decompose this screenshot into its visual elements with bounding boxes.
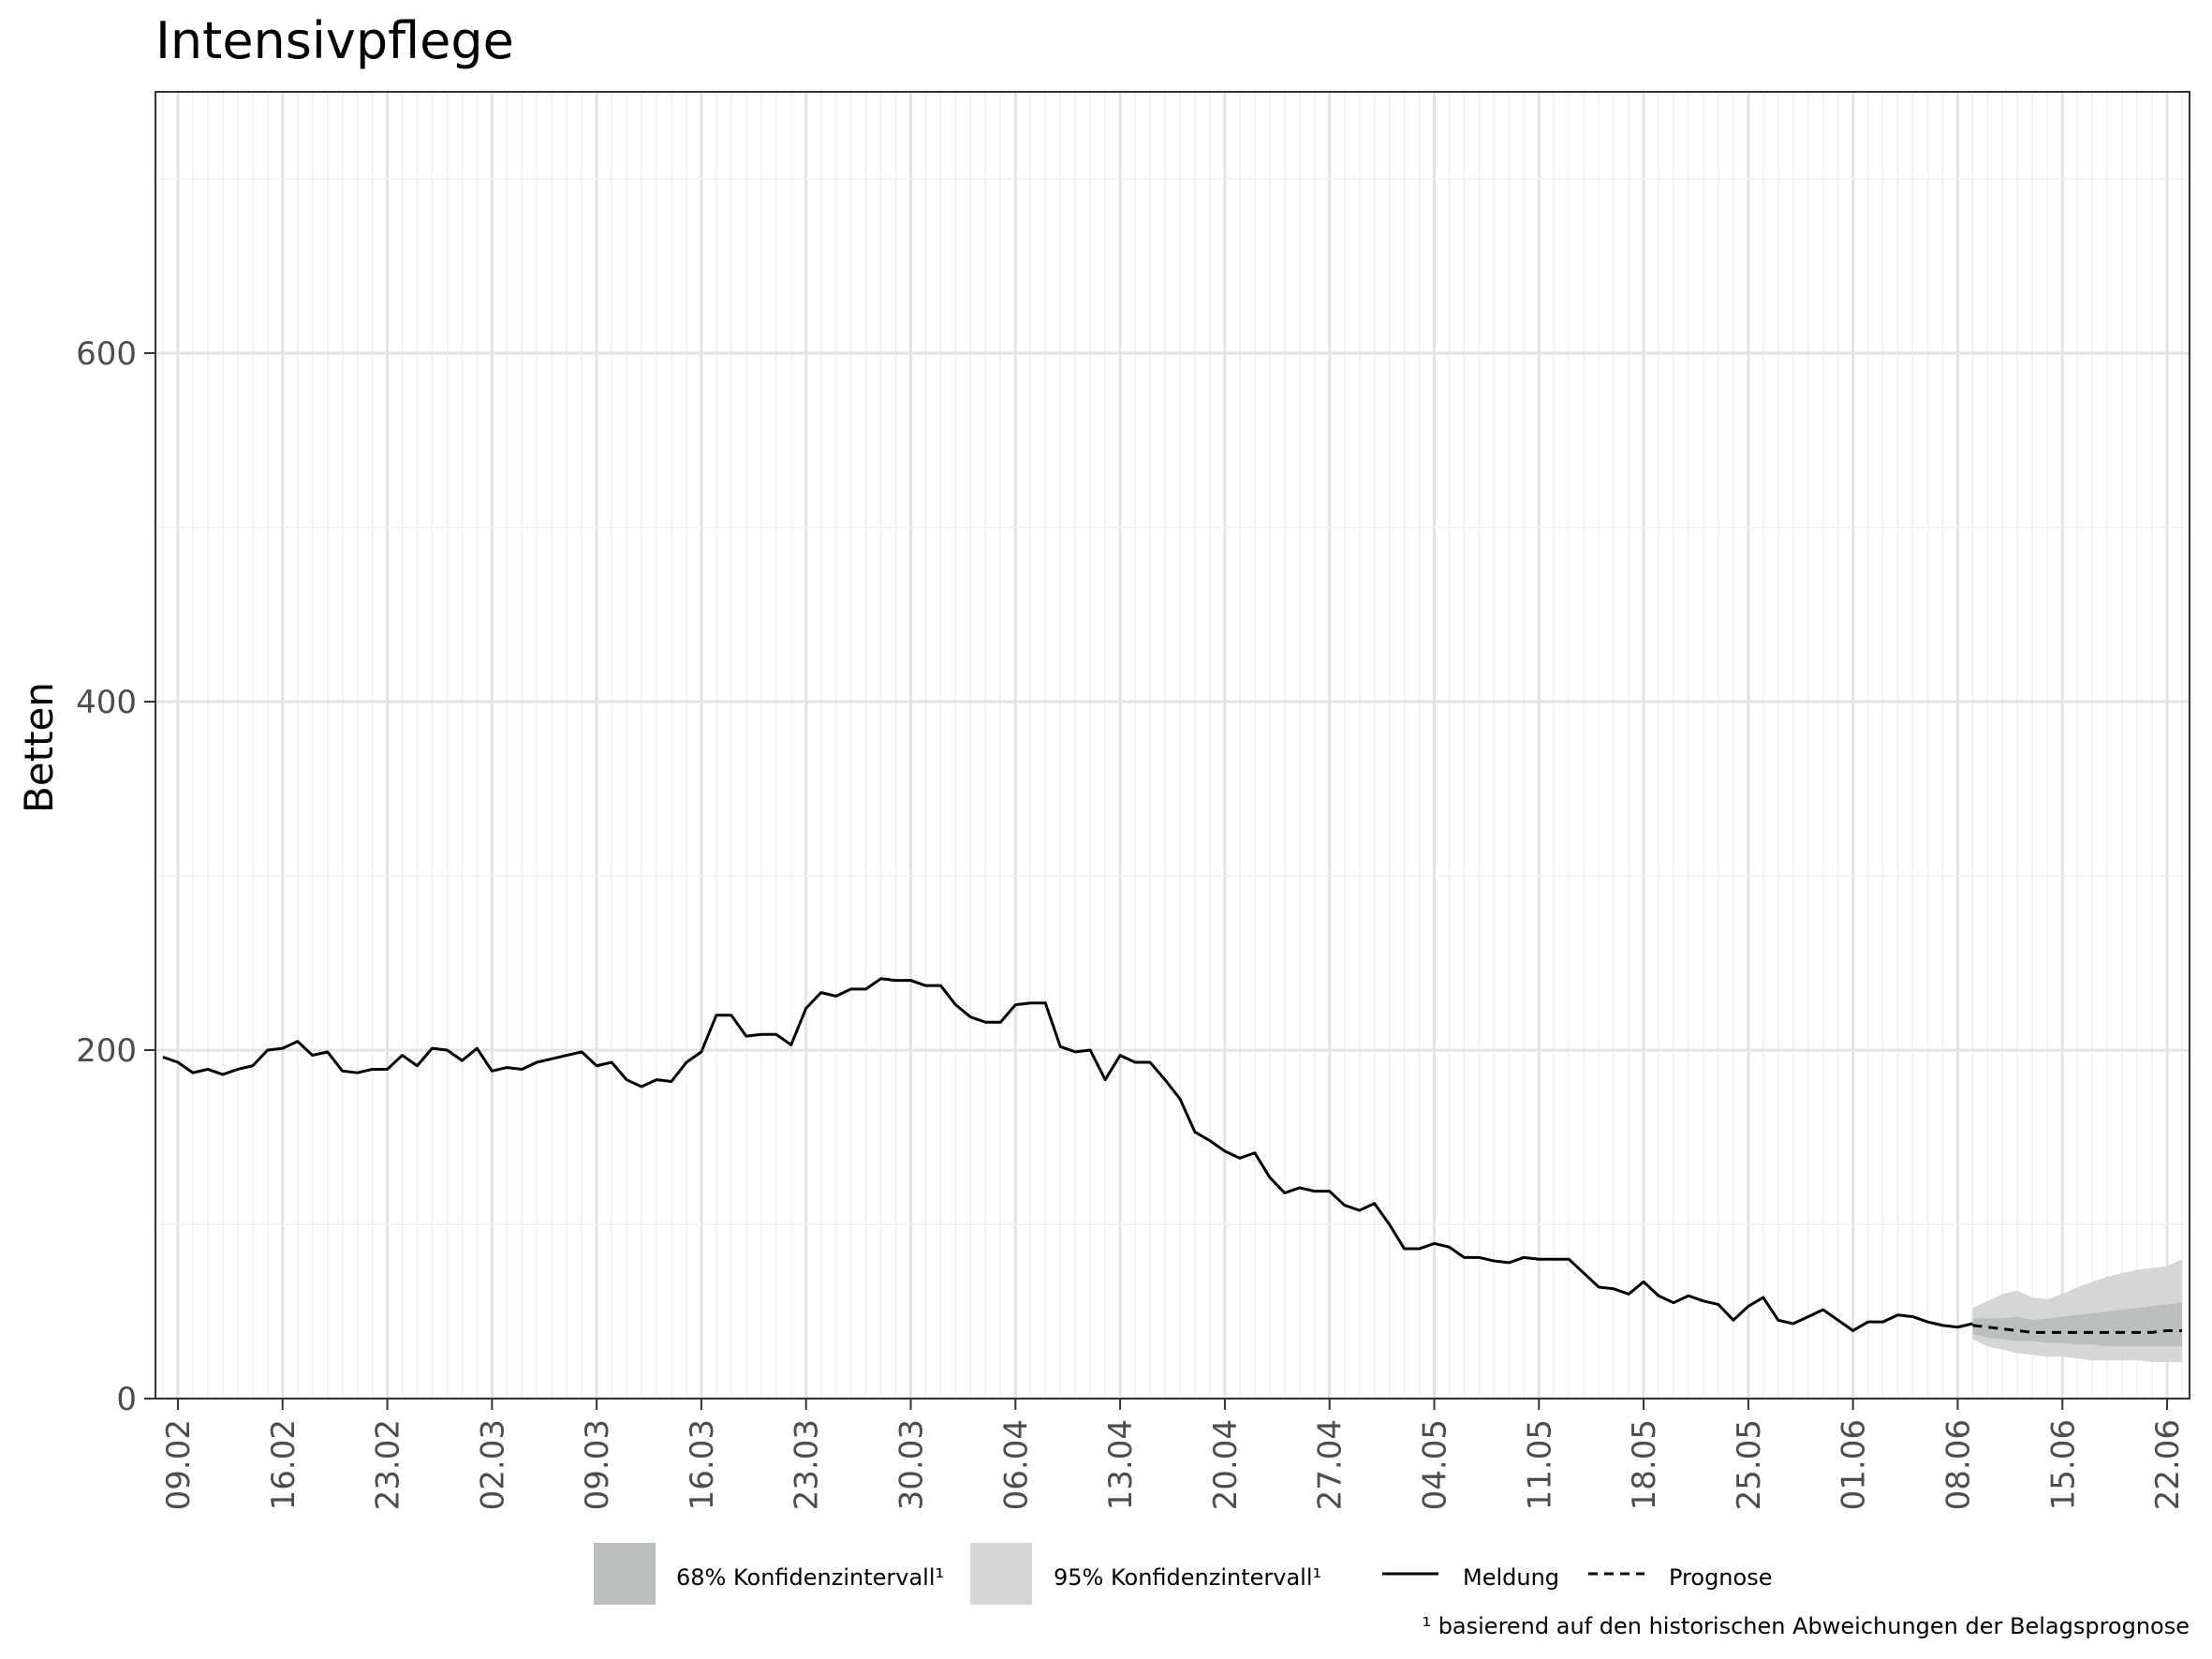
x-tick-label: 16.03 xyxy=(684,1419,721,1510)
legend-prognose-label: Prognose xyxy=(1669,1564,1772,1591)
x-tick-label: 20.04 xyxy=(1207,1419,1245,1510)
y-axis-ticks: 0 200 400 600 xyxy=(76,335,155,1418)
y-axis-label: Betten xyxy=(16,682,62,813)
x-tick-label: 23.03 xyxy=(789,1419,826,1510)
band-ci68 xyxy=(1972,1302,2183,1347)
y-tick-label: 0 xyxy=(116,1381,137,1418)
x-tick-label: 18.05 xyxy=(1626,1419,1663,1510)
data-lines xyxy=(162,977,2183,1334)
legend-meldung-label: Meldung xyxy=(1463,1564,1559,1591)
x-tick-label: 22.06 xyxy=(2149,1419,2187,1510)
x-tick-label: 13.04 xyxy=(1102,1419,1140,1510)
legend-ci95-swatch xyxy=(970,1543,1032,1605)
x-axis-ticks: 09.02 16.02 23.02 02.03 09.03 16.03 23.03 30.03… xyxy=(160,1399,2187,1510)
x-tick-label: 04.05 xyxy=(1417,1419,1454,1510)
x-tick-label: 08.06 xyxy=(1940,1419,1978,1510)
x-tick-label: 02.03 xyxy=(474,1419,511,1510)
x-tick-label: 01.06 xyxy=(1836,1419,1873,1510)
x-tick-label: 25.05 xyxy=(1731,1419,1768,1510)
x-tick-label: 15.06 xyxy=(2044,1419,2082,1510)
y-tick-label: 200 xyxy=(76,1032,137,1070)
legend-ci68-label: 68% Konfidenzintervall¹ xyxy=(676,1564,944,1591)
series-prognose-line xyxy=(1972,1324,2183,1334)
series-meldung-line xyxy=(162,977,1973,1332)
footnote: ¹ basierend auf den historischen Abweich… xyxy=(1422,1613,2190,1639)
x-tick-label: 09.02 xyxy=(160,1419,198,1510)
legend-ci68-swatch xyxy=(594,1543,656,1605)
confidence-bands xyxy=(1972,1259,2183,1362)
y-tick-label: 600 xyxy=(76,335,137,373)
legend: 68% Konfidenzintervall¹ 95% Konfidenzint… xyxy=(594,1543,1772,1605)
x-tick-label: 27.04 xyxy=(1312,1419,1349,1510)
x-tick-label: 23.02 xyxy=(370,1419,407,1510)
legend-ci95-label: 95% Konfidenzintervall¹ xyxy=(1054,1564,1321,1591)
x-tick-label: 16.02 xyxy=(265,1419,302,1510)
x-tick-label: 11.05 xyxy=(1521,1419,1558,1510)
x-tick-label: 30.03 xyxy=(893,1419,931,1510)
y-tick-label: 400 xyxy=(76,684,137,721)
grid-lines xyxy=(155,92,2190,1400)
x-tick-label: 09.03 xyxy=(579,1419,616,1510)
x-tick-label: 06.04 xyxy=(997,1419,1035,1510)
chart-title: Intensivpflege xyxy=(155,11,514,70)
plot-border xyxy=(155,91,2190,1400)
